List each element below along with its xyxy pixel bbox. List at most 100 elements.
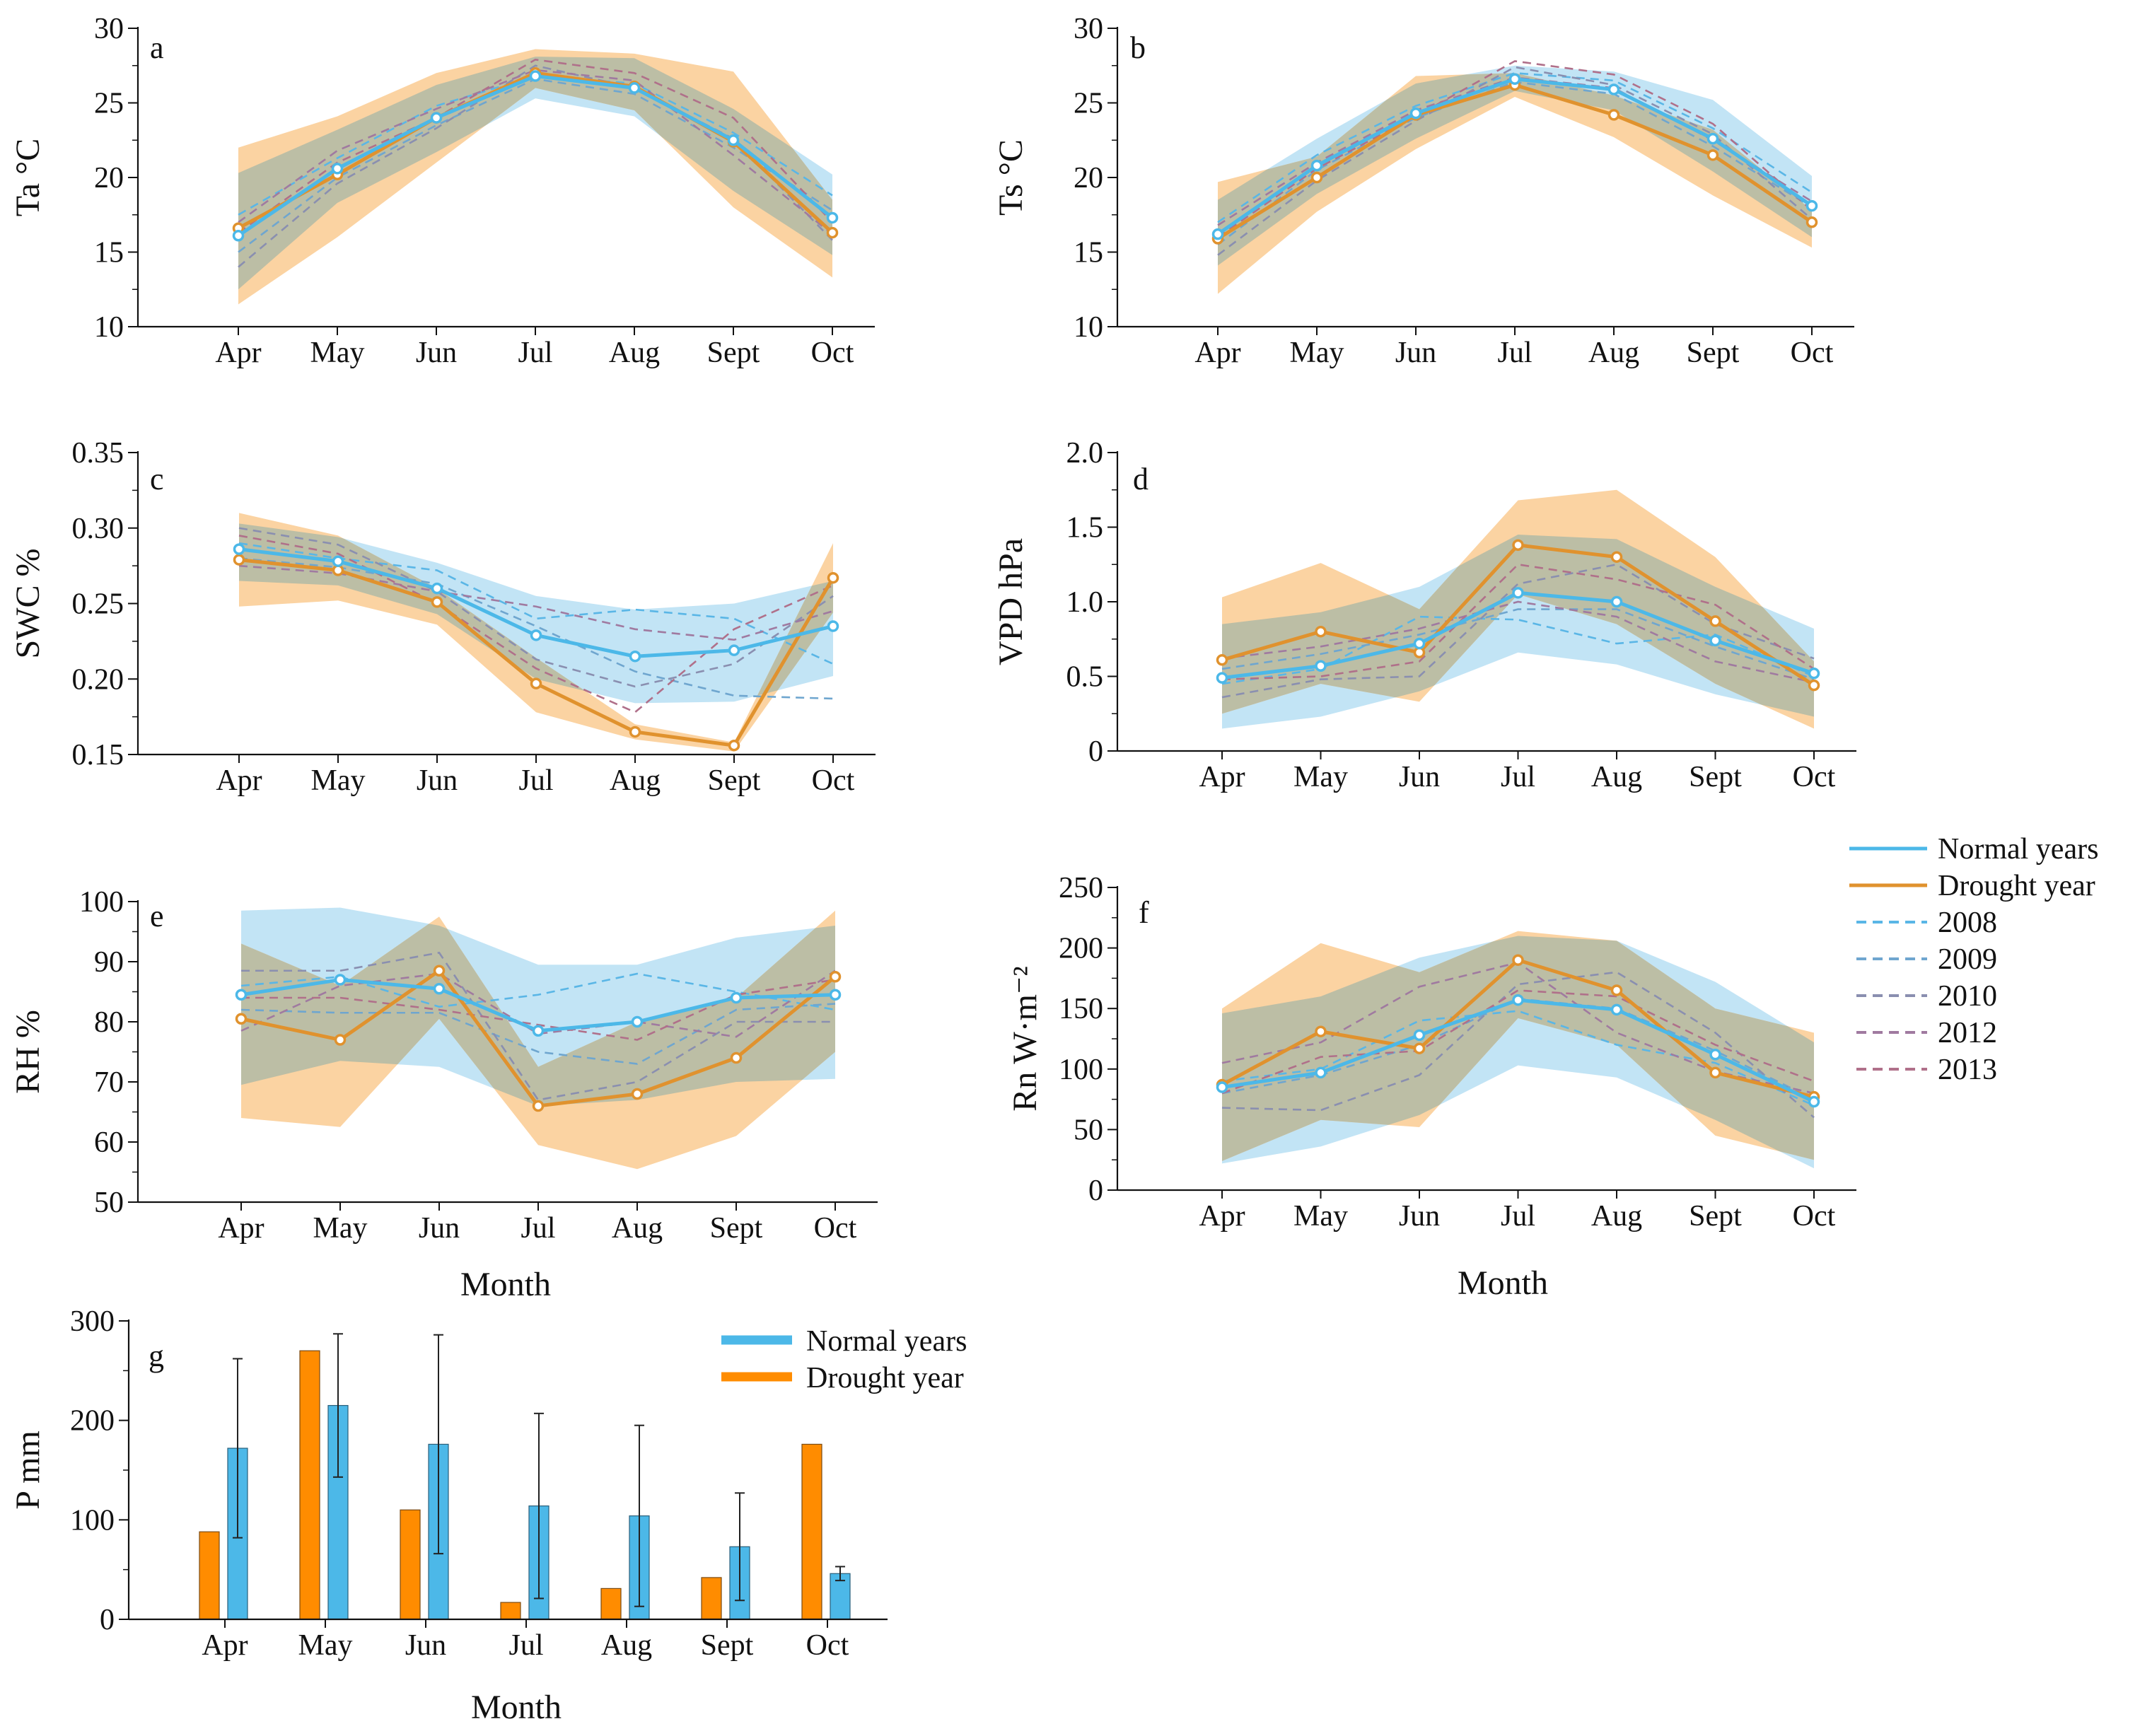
y-tick-label: 200 [1059, 933, 1103, 965]
x-tick-label: Jun [1395, 337, 1436, 369]
y-tick-label: 10 [1074, 311, 1103, 344]
drought-point [1610, 984, 1623, 996]
drought-point [728, 739, 740, 752]
bar-drought [500, 1602, 521, 1620]
x-tick-label: Sept [701, 1629, 754, 1662]
x-tick-label: Sept [1689, 1200, 1742, 1233]
drought-point [332, 564, 344, 576]
x-tick-label: Aug [1591, 1200, 1642, 1233]
normal-point [629, 650, 641, 663]
x-tick-label: Jun [417, 764, 458, 797]
legend-label-2008: 2008 [1938, 907, 1997, 939]
drought-point [233, 554, 245, 566]
drought-point [1706, 149, 1719, 161]
x-tick-label: Oct [814, 1212, 857, 1245]
bar-legend-label-drought: Drought year [806, 1362, 964, 1394]
series-line-2013 [1221, 563, 1815, 681]
x-tick-label: Sept [1687, 337, 1740, 369]
y-axis-title: Rn W·m⁻² [1006, 966, 1044, 1112]
normal-point [1610, 595, 1623, 608]
y-tick-label: 100 [79, 886, 124, 919]
y-axis-title: P mm [9, 1431, 47, 1510]
panel-e: 50 60 70 80 90 100 Apr May Jun Jul Aug Sept Oct e RH % [9, 886, 878, 1245]
x-tick-label: Apr [1194, 337, 1240, 369]
x-tick-label: Jun [1399, 1200, 1440, 1233]
band-overlap [239, 523, 833, 704]
drought-point [433, 965, 446, 977]
normal-point [829, 989, 842, 1001]
y-tick-label: 30 [1074, 13, 1103, 45]
normal-point [1709, 1049, 1721, 1061]
normal-point [433, 983, 446, 995]
drought-point [1709, 615, 1721, 627]
y-tick-label: 20 [94, 162, 124, 194]
normal-point [334, 974, 347, 986]
normal-point [1315, 660, 1327, 672]
series-line-2010 [1221, 971, 1815, 1119]
normal-point [827, 620, 839, 632]
normal-point [431, 582, 443, 595]
x-tick-label: May [313, 1212, 368, 1245]
x-tick-label: Jul [1501, 761, 1535, 793]
normal-point [1216, 1081, 1228, 1093]
normal-point [1310, 159, 1323, 172]
panel-tag: d [1133, 462, 1148, 496]
panel-tag: a [150, 30, 164, 65]
x-tick-label: Sept [710, 1212, 763, 1245]
drought-point [827, 571, 839, 584]
normal-point [628, 82, 641, 94]
series-line-2008 [1217, 71, 1813, 223]
bar-legend-label-normal: Normal years [806, 1325, 967, 1358]
panel-a: 10 15 20 25 30 Apr May Jun Jul Aug Sept Oct a Ta °C [9, 13, 875, 369]
x-tick-label: Jun [1399, 761, 1440, 793]
x-tick-label: Oct [1791, 337, 1834, 369]
x-tick-label: Apr [216, 764, 262, 797]
panel-tag: f [1139, 895, 1149, 930]
drought-point [1805, 216, 1818, 228]
series-line-2009 [240, 1003, 836, 1065]
x-tick-label: Aug [609, 337, 660, 369]
y-tick-label: 0 [1088, 735, 1103, 768]
line-legend: Normal years Drought year 2008 2009 2010… [1849, 833, 2098, 1086]
panel-c: 0.15 0.20 0.25 0.30 0.35 Apr May Jun Jul Aug Sept O… [9, 437, 876, 797]
y-tick-label: 50 [1074, 1114, 1103, 1146]
y-tick-label: 200 [70, 1405, 115, 1438]
drought-point [1512, 539, 1524, 552]
x-tick-label: Jul [518, 337, 552, 369]
x-tick-label: May [310, 337, 365, 369]
y-axis-title: SWC % [9, 549, 47, 659]
drought-point [532, 1100, 545, 1112]
x-tick-label: Sept [707, 337, 760, 369]
drought-point [829, 971, 842, 983]
legend-label-2010: 2010 [1938, 980, 1997, 1013]
x-tick-label: Jun [419, 1212, 460, 1245]
drought-point [235, 1013, 248, 1025]
normal-point [1216, 672, 1228, 684]
drought-point [629, 726, 641, 738]
y-tick-label: 0.5 [1066, 661, 1104, 694]
y-axis-title: Ts °C [992, 139, 1030, 216]
y-tick-label: 25 [94, 88, 124, 120]
normal-point [1512, 994, 1524, 1006]
x-tick-label: Aug [612, 1212, 663, 1245]
bar-drought [400, 1509, 421, 1620]
normal-point [728, 644, 740, 656]
y-axis-title: VPD hPa [992, 538, 1030, 665]
drought-point [530, 677, 542, 689]
drought-point [730, 1051, 743, 1064]
drought-point [1310, 171, 1323, 184]
x-tick-label: Jul [508, 1629, 543, 1662]
series-line-2013 [1221, 989, 1815, 1095]
x-tick-label: Jul [1501, 1200, 1535, 1233]
normal-point [1709, 634, 1721, 647]
x-tick-label: May [298, 1629, 353, 1662]
normal-point [232, 230, 245, 242]
y-tick-label: 0 [1088, 1175, 1103, 1207]
normal-point [1409, 107, 1422, 120]
x-tick-label: May [1290, 337, 1344, 369]
x-tick-label: Oct [1793, 1200, 1836, 1233]
series-line-2012 [1221, 600, 1815, 684]
x-tick-label: Jun [416, 337, 457, 369]
y-tick-label: 0.35 [72, 437, 124, 470]
x-axis-title-e: Month [460, 1266, 551, 1303]
